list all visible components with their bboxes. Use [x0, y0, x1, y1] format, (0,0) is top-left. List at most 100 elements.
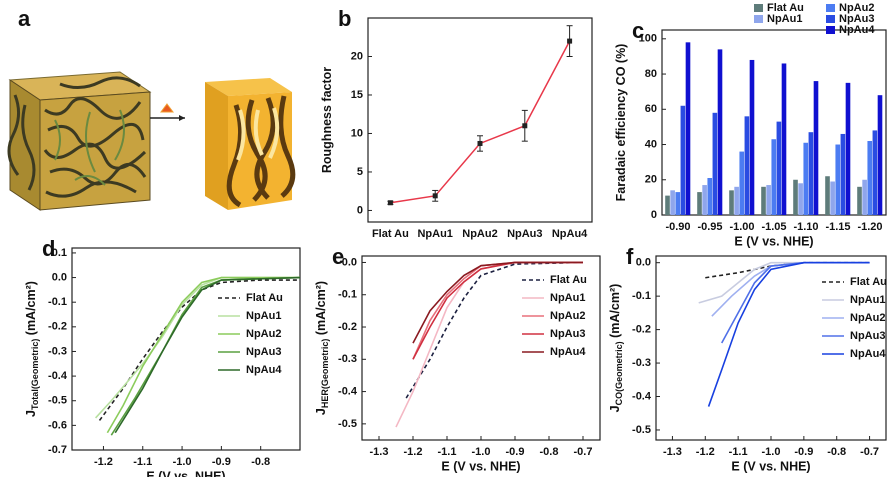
bar: [777, 122, 782, 215]
x-tick-label: -0.7: [860, 446, 879, 458]
x-axis-label: E (V vs. NHE): [731, 459, 810, 473]
y-tick-label: -0.3: [338, 353, 357, 365]
bar: [803, 143, 808, 215]
x-tick-label: -0.9: [212, 456, 231, 468]
legend-label: NpAu1: [767, 13, 802, 25]
bar: [841, 134, 846, 215]
legend-label: Flat Au: [850, 276, 887, 288]
line: [396, 262, 583, 427]
y-label-main: Roughness factor: [320, 67, 334, 173]
line: [390, 41, 569, 203]
x-axis-label: E (V vs. NHE): [146, 469, 225, 477]
y-tick-label: -0.4: [338, 385, 358, 397]
y-tick-label: 0.0: [342, 256, 357, 268]
y-label-subscript: Total(Geometric): [30, 339, 40, 410]
y-tick-label: 5: [357, 166, 363, 178]
y-label-main: J: [24, 410, 38, 417]
y-label-unit: (mA/cm²): [24, 281, 38, 339]
legend-label: NpAu1: [550, 292, 585, 304]
panel-label: f: [626, 244, 634, 269]
bar: [675, 192, 680, 215]
bar: [878, 95, 883, 215]
legend-label: NpAu2: [550, 310, 585, 322]
bar: [814, 81, 819, 215]
y-tick-label: -0.5: [338, 418, 357, 430]
panel-label: a: [18, 6, 31, 31]
bar: [681, 106, 686, 215]
bar: [782, 63, 787, 215]
y-tick-label: 20: [645, 174, 657, 186]
y-label-subscript: HER(Geometric): [320, 339, 330, 409]
x-tick-label: -0.7: [574, 446, 593, 458]
x-tick-label: -1.20: [857, 221, 882, 233]
y-tick-label: 0.0: [636, 257, 651, 269]
y-tick-label: 40: [645, 138, 657, 150]
bar: [718, 49, 723, 215]
y-tick-label: 0: [651, 209, 657, 221]
bar: [707, 178, 712, 215]
legend-label: NpAu2: [246, 328, 281, 340]
x-tick-label: -0.8: [251, 456, 270, 468]
y-axis-label: JTotal(Geometric) (mA/cm²): [24, 281, 40, 417]
x-tick-label: -1.00: [729, 221, 754, 233]
y-tick-label: -0.2: [48, 321, 67, 333]
x-tick-label: NpAu2: [462, 228, 497, 240]
x-tick-label: NpAu1: [417, 228, 452, 240]
y-axis-label: JCO(Geometric) (mA/cm²): [608, 284, 624, 413]
y-tick-label: -0.5: [632, 424, 651, 436]
legend-swatch: [826, 15, 835, 23]
legend-label: NpAu1: [246, 310, 281, 322]
x-tick-label: -1.3: [370, 446, 389, 458]
x-tick-label: -1.1: [438, 446, 457, 458]
point: [388, 200, 393, 205]
bar: [745, 116, 750, 215]
bar: [670, 190, 675, 215]
x-tick-label: -0.9: [794, 446, 813, 458]
y-label-unit: (mA/cm²): [608, 284, 622, 342]
y-tick-label: -0.4: [48, 370, 68, 382]
x-tick-label: Flat Au: [372, 228, 409, 240]
y-tick-label: -0.1: [48, 296, 67, 308]
y-tick-label: -0.6: [48, 419, 67, 431]
y-tick-label: 20: [351, 50, 363, 62]
y-axis-label: Roughness factor: [320, 67, 334, 173]
bar: [729, 190, 734, 215]
y-tick-label: 0.0: [52, 271, 67, 283]
legend-label: NpAu1: [850, 294, 885, 306]
bar: [873, 130, 878, 215]
figure: a b05101520Flat AuNpAu1NpAu2NpAu3NpAu4Ro…: [0, 0, 890, 477]
x-tick-label: NpAu3: [507, 228, 542, 240]
panel-label: b: [338, 6, 351, 31]
y-tick-label: -0.3: [632, 357, 651, 369]
x-tick-label: -1.2: [404, 446, 423, 458]
bar: [862, 180, 867, 215]
line: [709, 263, 870, 407]
y-axis-label: JHER(Geometric) (mA/cm²): [314, 281, 330, 415]
bar: [665, 196, 670, 215]
x-tick-label: -1.2: [94, 456, 113, 468]
y-label-subscript: CO(Geometric): [614, 341, 624, 405]
y-tick-label: -0.4: [632, 390, 652, 402]
x-tick-label: -0.8: [540, 446, 559, 458]
y-tick-label: 15: [351, 89, 363, 101]
x-tick-label: -0.90: [665, 221, 690, 233]
legend-swatch: [826, 26, 835, 34]
x-tick-label: -1.3: [663, 446, 682, 458]
y-label-main: J: [608, 405, 622, 412]
y-tick-label: 0: [357, 204, 363, 216]
bar: [798, 183, 803, 215]
y-tick-label: -0.1: [632, 290, 651, 302]
bar: [766, 185, 771, 215]
bar: [867, 141, 872, 215]
line: [722, 263, 870, 343]
bar: [793, 180, 798, 215]
x-tick-label: -1.0: [472, 446, 491, 458]
illustration: [9, 72, 293, 210]
x-tick-label: -0.9: [506, 446, 525, 458]
y-label-unit: (mA/cm²): [314, 281, 328, 339]
y-tick-label: 80: [645, 68, 657, 80]
bar: [809, 132, 814, 215]
bar: [835, 145, 840, 215]
x-tick-label: -1.0: [173, 456, 192, 468]
plot-frame: [368, 18, 592, 222]
